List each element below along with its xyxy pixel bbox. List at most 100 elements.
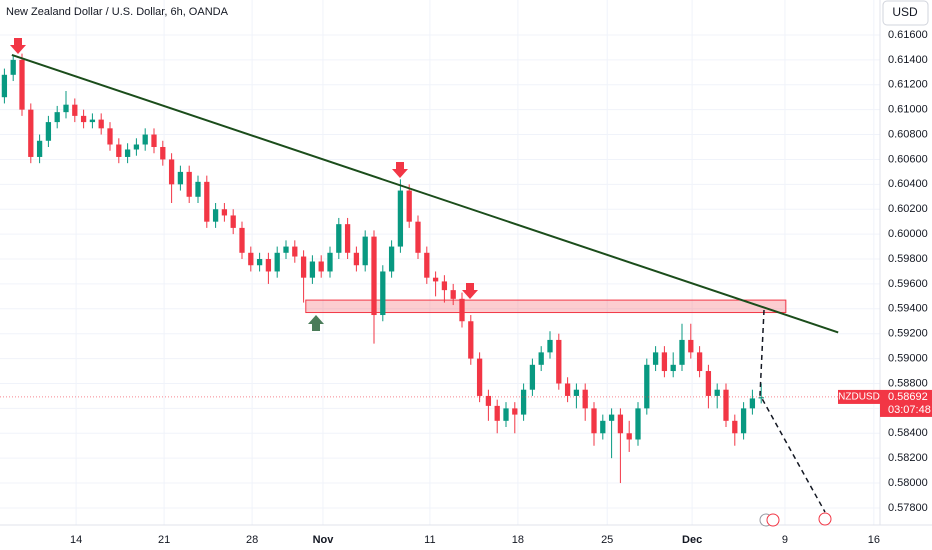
x-tick-label: 18: [512, 534, 524, 546]
candle-body: [740, 408, 747, 434]
candle-body: [283, 246, 289, 253]
candle-body: [732, 420, 738, 434]
candle-body: [503, 408, 509, 421]
candle-body: [195, 181, 201, 197]
candle-body: [608, 414, 615, 421]
candle-body: [696, 352, 703, 372]
resistance-zone: [305, 299, 787, 314]
y-tick-label: 0.59400: [888, 303, 928, 315]
x-tick-label: 11: [424, 534, 435, 546]
candle-body: [54, 112, 60, 123]
price-tag: [880, 389, 932, 417]
candle-body: [98, 119, 104, 129]
candle-body: [160, 146, 166, 160]
candle-body: [204, 181, 210, 222]
candle-body: [564, 383, 571, 396]
candle-body: [705, 371, 712, 396]
candle-body: [1, 74, 8, 98]
candle-body: [10, 59, 16, 75]
candle-body: [714, 389, 720, 396]
x-tick-label: Dec: [682, 534, 702, 546]
y-tick-label: 0.59000: [888, 352, 928, 364]
candle-body: [688, 339, 694, 353]
candle-body: [424, 252, 430, 278]
candle-body: [124, 149, 131, 157]
y-tick-label: 0.61400: [888, 54, 928, 66]
candle-body: [476, 358, 483, 396]
candle-body: [309, 261, 316, 278]
y-tick-label: 0.58400: [888, 427, 928, 439]
candle-body: [371, 236, 377, 316]
candle-body: [644, 364, 650, 409]
candle-body: [89, 119, 96, 123]
candle-body: [512, 408, 518, 415]
event-icon[interactable]: [766, 513, 780, 527]
candle-body: [336, 224, 342, 253]
chart-title: New Zealand Dollar / U.S. Dollar, 6h, OA…: [6, 6, 229, 18]
x-tick-label: 28: [246, 534, 258, 546]
candle-body: [573, 389, 580, 396]
candle-body: [397, 190, 404, 247]
candle-body: [406, 190, 412, 222]
y-tick-label: 0.60800: [888, 128, 928, 140]
candle-body: [617, 414, 624, 434]
candle-body: [300, 256, 307, 278]
symbol-label: NZDUSD: [838, 392, 880, 403]
candle-body: [344, 224, 351, 253]
candle-body: [520, 389, 527, 415]
down-arrow: [10, 38, 26, 54]
countdown-label: 03:07:48: [888, 404, 931, 416]
candle-body: [45, 122, 52, 141]
x-tick-label: 14: [70, 534, 82, 546]
currency-button[interactable]: [882, 0, 929, 26]
candle-body: [388, 246, 395, 272]
candle-body: [758, 397, 764, 399]
candle-body: [230, 215, 236, 228]
y-tick-label: 0.61600: [888, 29, 928, 41]
currency-label[interactable]: USD: [892, 5, 918, 19]
candle-body: [670, 364, 676, 372]
axes: 0.578000.580000.582000.584000.586000.588…: [70, 29, 932, 546]
x-tick-label: 16: [868, 534, 880, 546]
y-tick-label: 0.60400: [888, 178, 928, 190]
down-arrow: [462, 283, 478, 299]
candle-body: [626, 433, 632, 440]
candle-body: [485, 395, 492, 406]
candle-body: [72, 104, 78, 116]
up-arrow: [308, 315, 324, 331]
y-tick-label: 0.60600: [888, 153, 928, 165]
projection-line: [759, 309, 826, 513]
candle-body: [415, 221, 421, 253]
plot: [0, 53, 880, 484]
candle-body: [582, 389, 588, 409]
candle-body: [494, 405, 500, 421]
candle-body: [441, 281, 448, 291]
y-tick-label: 0.58200: [888, 452, 928, 464]
candle-body: [723, 389, 729, 421]
candle-body: [274, 252, 280, 272]
candle-body: [133, 144, 140, 150]
candle-body: [116, 144, 122, 157]
candle-body: [239, 227, 245, 253]
candle-body: [265, 259, 272, 272]
x-tick-label: 9: [782, 534, 788, 546]
candle-body: [380, 271, 386, 316]
event-icon[interactable]: [818, 512, 832, 526]
candle-body: [80, 115, 87, 123]
y-tick-label: 0.59200: [888, 328, 928, 340]
candle-body: [652, 352, 659, 365]
candle-body: [36, 140, 43, 157]
x-tick-label: 25: [601, 534, 613, 546]
y-tick-label: 0.61000: [888, 104, 928, 116]
candle-body: [591, 408, 597, 434]
y-tick-label: 0.61200: [888, 79, 928, 91]
candle-body: [186, 171, 192, 197]
candle-body: [212, 209, 219, 222]
y-tick-label: 0.59800: [888, 253, 928, 265]
y-tick-label: 0.60000: [888, 228, 928, 240]
candle-body: [256, 259, 263, 266]
candle-body: [248, 252, 254, 266]
candle-body: [19, 59, 25, 110]
